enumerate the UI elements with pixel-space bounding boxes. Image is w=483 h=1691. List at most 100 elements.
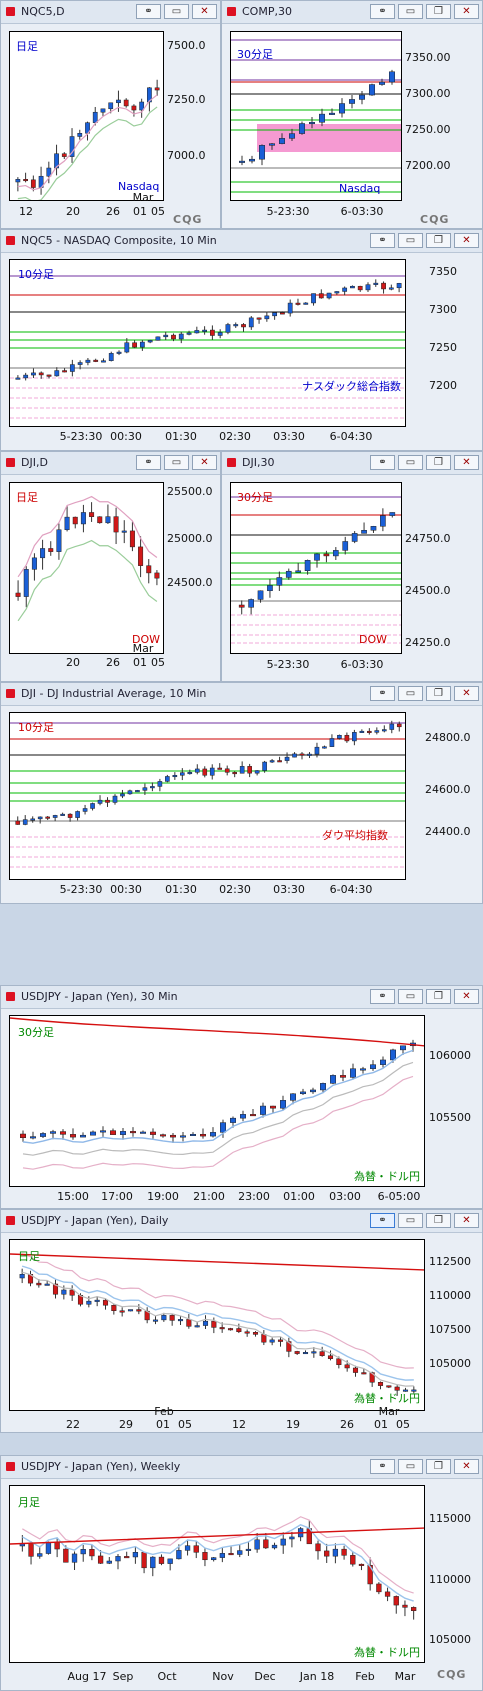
close-icon[interactable]: ✕ [454, 455, 479, 470]
restore-icon[interactable]: ❐ [426, 455, 451, 470]
link-icon[interactable]: ⚭ [370, 455, 395, 470]
candle-body [276, 577, 283, 586]
titlebar[interactable]: DJI - DJ Industrial Average, 10 Min ⚭ ▭ … [1, 683, 482, 706]
candle-body [135, 790, 140, 793]
titlebar[interactable]: COMP,30 ⚭ ▭ ❐ ✕ [222, 1, 482, 24]
titlebar[interactable]: USDJPY - Japan (Yen), Weekly ⚭ ▭ ❐ ✕ [1, 1456, 482, 1479]
window-dji-30[interactable]: DJI,30 ⚭ ▭ ❐ ✕ 30分足 DOW 24750.0 24500.0 … [221, 451, 483, 682]
titlebar[interactable]: DJI,D ⚭ ▭ ✕ [1, 452, 220, 475]
x-tick-label: 26 [106, 656, 120, 669]
chart-plot[interactable]: 日足 DOW [9, 482, 164, 654]
x-sub-label: Mar [132, 642, 154, 655]
candle-body [311, 1351, 317, 1354]
chart-plot[interactable]: 日足 Nasdaq [9, 31, 164, 201]
window-dji-10min[interactable]: DJI - DJ Industrial Average, 10 Min ⚭ ▭ … [0, 682, 483, 904]
minimize-icon[interactable]: ▭ [164, 455, 189, 470]
candle-body [389, 71, 395, 83]
candle-body [394, 1386, 400, 1391]
candle-body [80, 512, 86, 525]
restore-icon[interactable]: ❐ [426, 989, 451, 1004]
candle-body [75, 811, 80, 818]
restore-icon[interactable]: ❐ [426, 4, 451, 19]
candle-body [210, 1132, 216, 1137]
window-comp-30[interactable]: COMP,30 ⚭ ▭ ❐ ✕ 30分足 Nasdaq 7350.00 7300… [221, 0, 483, 229]
restore-icon[interactable]: ❐ [426, 1213, 451, 1228]
window-usdjpy-30min[interactable]: USDJPY - Japan (Yen), 30 Min ⚭ ▭ ❐ ✕ 30分… [0, 985, 483, 1209]
candle-body [339, 103, 345, 114]
close-icon[interactable]: ✕ [192, 455, 217, 470]
chart-plot[interactable]: 30分足 DOW [230, 482, 402, 654]
link-icon[interactable]: ⚭ [136, 4, 161, 19]
window-nqc5-10min[interactable]: NQC5 - NASDAQ Composite, 10 Min ⚭ ▭ ❐ ✕ … [0, 229, 483, 451]
candle-body [329, 738, 335, 747]
close-icon[interactable]: ✕ [454, 686, 479, 701]
titlebar[interactable]: USDJPY - Japan (Yen), Daily ⚭ ▭ ❐ ✕ [1, 1210, 482, 1233]
minimize-icon[interactable]: ▭ [398, 989, 423, 1004]
close-icon[interactable]: ✕ [454, 989, 479, 1004]
candle-body [69, 364, 75, 372]
chart-plot[interactable]: 月足 為替・ドル円 [9, 1485, 425, 1663]
link-icon[interactable]: ⚭ [370, 989, 395, 1004]
candle-body [393, 1596, 399, 1606]
window-usdjpy-weekly[interactable]: USDJPY - Japan (Yen), Weekly ⚭ ▭ ❐ ✕ 月足 … [0, 1455, 483, 1691]
candle-body [358, 1563, 365, 1566]
candle-body [23, 374, 29, 379]
candle-body [63, 1548, 69, 1563]
close-icon[interactable]: ✕ [454, 4, 479, 19]
link-icon[interactable]: ⚭ [370, 686, 395, 701]
candle-body [154, 87, 160, 91]
close-icon[interactable]: ✕ [454, 1459, 479, 1474]
candle-body [152, 1319, 159, 1322]
candle-body [23, 179, 28, 182]
close-icon[interactable]: ✕ [454, 233, 479, 248]
window-dji-daily[interactable]: DJI,D ⚭ ▭ ✕ 日足 DOW 25500.0 25000.0 24500… [0, 451, 221, 682]
chart-plot[interactable]: 10分足 ナスダック総合指数 [9, 259, 406, 427]
link-icon[interactable]: ⚭ [370, 4, 395, 19]
titlebar[interactable]: USDJPY - Japan (Yen), 30 Min ⚭ ▭ ❐ ✕ [1, 986, 482, 1009]
close-icon[interactable]: ✕ [192, 4, 217, 19]
candle-body [350, 1068, 356, 1078]
minimize-icon[interactable]: ▭ [398, 455, 423, 470]
candle-body [86, 1300, 92, 1305]
candle-body [217, 332, 223, 336]
minimize-icon[interactable]: ▭ [398, 1213, 423, 1228]
restore-icon[interactable]: ❐ [426, 1459, 451, 1474]
period-label: 月足 [18, 1496, 40, 1509]
minimize-icon[interactable]: ▭ [164, 4, 189, 19]
candle-body [69, 1289, 75, 1296]
candle-body [97, 799, 103, 804]
y-tick-label: 7250.0 [167, 93, 206, 106]
period-label: 10分足 [18, 721, 54, 734]
x-tick-label: 6-04:30 [329, 430, 373, 443]
window-title: NQC5 - NASDAQ Composite, 10 Min [21, 234, 217, 247]
period-label: 日足 [18, 1250, 40, 1263]
close-icon[interactable]: ✕ [454, 1213, 479, 1228]
minimize-icon[interactable]: ▭ [398, 233, 423, 248]
window-title: DJI - DJ Industrial Average, 10 Min [21, 687, 207, 700]
minimize-icon[interactable]: ▭ [398, 4, 423, 19]
candle-body [256, 317, 262, 320]
chart-plot[interactable]: 30分足 Nasdaq [230, 31, 402, 201]
link-icon[interactable]: ⚭ [370, 1459, 395, 1474]
minimize-icon[interactable]: ▭ [398, 686, 423, 701]
candle-body [127, 1309, 134, 1312]
restore-icon[interactable]: ❐ [426, 686, 451, 701]
link-icon[interactable]: ⚭ [136, 455, 161, 470]
window-usdjpy-daily[interactable]: USDJPY - Japan (Yen), Daily ⚭ ▭ ❐ ✕ 日足 為… [0, 1209, 483, 1433]
titlebar[interactable]: NQC5,D ⚭ ▭ ✕ [1, 1, 220, 24]
chart-plot[interactable]: 日足 為替・ドル円 [9, 1239, 425, 1411]
link-icon[interactable]: ⚭ [370, 233, 395, 248]
restore-icon[interactable]: ❐ [426, 233, 451, 248]
minimize-icon[interactable]: ▭ [398, 1459, 423, 1474]
chart-plot[interactable]: 10分足 ダウ平均指数 [9, 712, 406, 880]
chart-plot[interactable]: 30分足 為替・ドル円 [9, 1015, 425, 1187]
candle-body [116, 351, 122, 354]
candle-body [381, 729, 387, 732]
candle-body [116, 99, 121, 104]
link-icon[interactable]: ⚭ [370, 1213, 395, 1228]
candle-body [295, 570, 302, 573]
titlebar[interactable]: DJI,30 ⚭ ▭ ❐ ✕ [222, 452, 482, 475]
x-tick-label: 20 [66, 656, 80, 669]
titlebar[interactable]: NQC5 - NASDAQ Composite, 10 Min ⚭ ▭ ❐ ✕ [1, 230, 482, 253]
window-nqc5-daily[interactable]: NQC5,D ⚭ ▭ ✕ 日足 Nasdaq 7500.0 7250.0 700… [0, 0, 221, 229]
